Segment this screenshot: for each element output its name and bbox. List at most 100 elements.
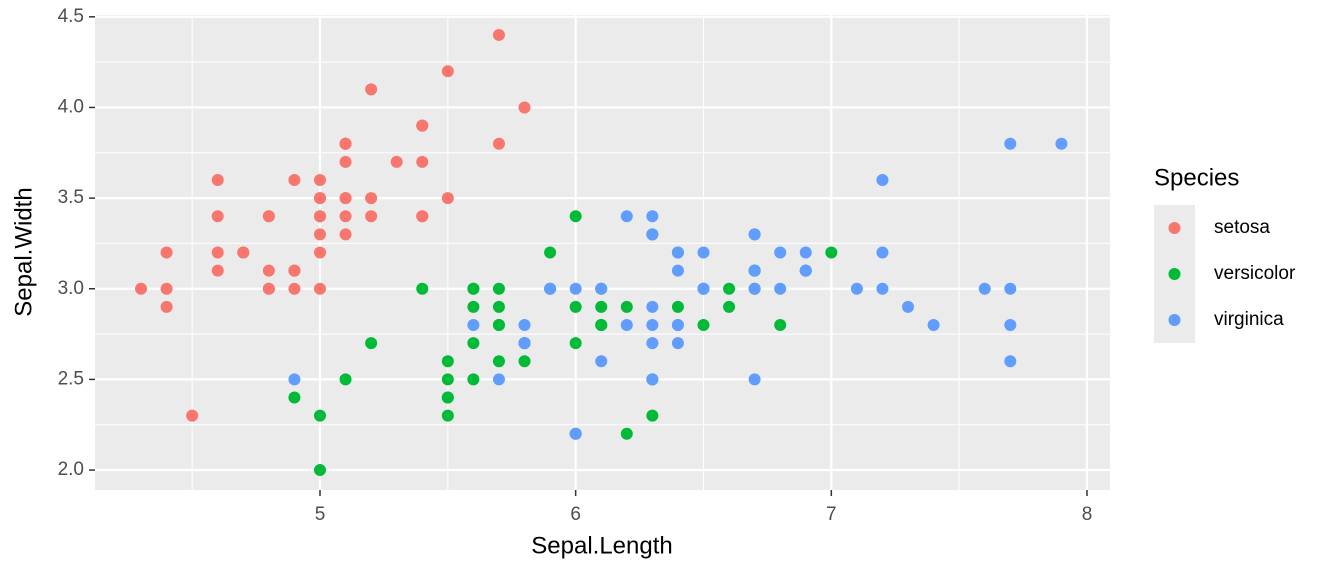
point (1055, 137, 1068, 150)
point (365, 337, 378, 350)
point (748, 264, 761, 277)
point (211, 210, 224, 223)
point (518, 101, 531, 114)
point (365, 83, 378, 96)
point (697, 282, 710, 295)
point (339, 137, 352, 150)
point (211, 264, 224, 277)
point (339, 155, 352, 168)
point (671, 337, 684, 350)
point (288, 282, 301, 295)
point (595, 319, 608, 332)
point (518, 319, 531, 332)
point (313, 409, 326, 422)
point (646, 319, 659, 332)
point (339, 373, 352, 386)
point (825, 246, 838, 259)
point (876, 246, 889, 259)
point (467, 300, 480, 313)
point (748, 373, 761, 386)
point (774, 282, 787, 295)
point (160, 282, 173, 295)
point (441, 409, 454, 422)
legend-label: setosa (1214, 217, 1270, 238)
x-tick-label: 5 (315, 504, 326, 525)
point (850, 282, 863, 295)
point (697, 246, 710, 259)
y-tick-label: 3.0 (58, 278, 84, 299)
point (211, 246, 224, 259)
point (697, 319, 710, 332)
point (288, 391, 301, 404)
point (288, 373, 301, 386)
point (978, 282, 991, 295)
point (160, 246, 173, 259)
legend-marker (1168, 268, 1181, 280)
point (876, 173, 889, 186)
point (544, 282, 557, 295)
point (569, 427, 582, 440)
point (774, 319, 787, 332)
point (799, 246, 812, 259)
y-tick-label: 3.5 (58, 187, 84, 208)
point (313, 228, 326, 241)
point (876, 282, 889, 295)
point (595, 355, 608, 368)
point (620, 319, 633, 332)
x-tick-label: 6 (570, 504, 581, 525)
point (569, 337, 582, 350)
x-tick-label: 7 (826, 504, 837, 525)
point (492, 137, 505, 150)
point (569, 282, 582, 295)
point (544, 246, 557, 259)
y-axis-title: Sepal.Width (10, 187, 37, 316)
point (518, 337, 531, 350)
point (1004, 282, 1017, 295)
point (467, 319, 480, 332)
point (262, 210, 275, 223)
point (416, 155, 429, 168)
y-tick-label: 4.5 (58, 6, 84, 27)
point (262, 282, 275, 295)
panel (95, 15, 1110, 490)
point (646, 373, 659, 386)
point (416, 119, 429, 132)
point (313, 210, 326, 223)
point (467, 337, 480, 350)
y-tick-label: 4.0 (58, 96, 84, 117)
x-tick-label: 8 (1082, 504, 1093, 525)
point (492, 300, 505, 313)
point (288, 173, 301, 186)
point (441, 373, 454, 386)
point (339, 228, 352, 241)
point (748, 228, 761, 241)
point (620, 300, 633, 313)
point (902, 300, 915, 313)
point (313, 282, 326, 295)
point (416, 282, 429, 295)
point (211, 173, 224, 186)
point (748, 282, 761, 295)
legend-title: Species (1154, 164, 1239, 191)
point (671, 246, 684, 259)
point (646, 300, 659, 313)
point (365, 210, 378, 223)
point (646, 228, 659, 241)
point (646, 337, 659, 350)
legend-marker (1168, 222, 1181, 234)
point (441, 65, 454, 78)
point (237, 246, 250, 259)
point (390, 155, 403, 168)
legend-label: versicolor (1214, 263, 1296, 284)
point (646, 409, 659, 422)
point (339, 210, 352, 223)
point (595, 300, 608, 313)
point (467, 373, 480, 386)
point (646, 210, 659, 223)
point (492, 373, 505, 386)
point (313, 173, 326, 186)
point (1004, 137, 1017, 150)
y-tick-label: 2.5 (58, 368, 84, 389)
